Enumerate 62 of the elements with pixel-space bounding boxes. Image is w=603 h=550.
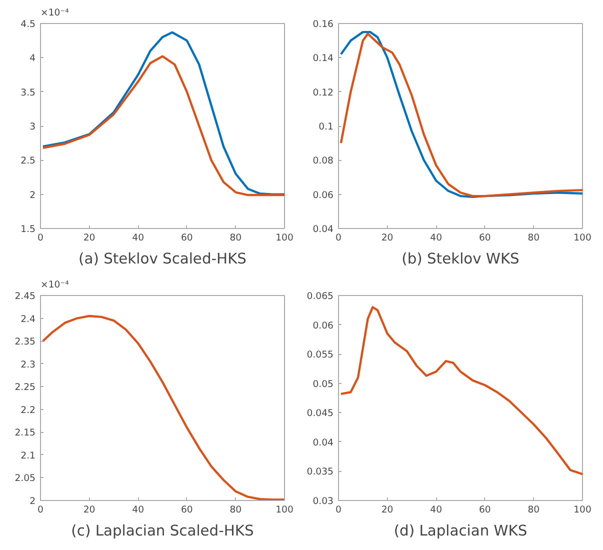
y-tick-label: 0.04 (312, 437, 334, 448)
x-tick-label: 0 (38, 504, 44, 516)
x-tick-label: 80 (230, 504, 242, 516)
x-tick-label: 20 (83, 232, 96, 244)
x-tick-label: 60 (180, 232, 193, 244)
text: (b) Steklov WKS (402, 250, 520, 268)
y-tick-label: 0.035 (306, 466, 334, 478)
x-tick-label: 100 (574, 232, 592, 244)
x-tick-label: 0 (336, 232, 342, 244)
text: (c) Laplacian Scaled-HKS (71, 522, 254, 540)
y-tick-label: 2.05 (14, 473, 36, 484)
x-tick-label: 40 (430, 504, 442, 516)
y-tick-label: 2.2 (20, 404, 36, 416)
y-tick-label: 2.15 (14, 428, 36, 439)
x-tick-label: 20 (381, 232, 394, 244)
x-tick-label: 0 (38, 232, 44, 244)
y-tick-label: 0.055 (306, 350, 334, 361)
y-tick-label: 4.5 (20, 19, 36, 30)
x-tick-label: 60 (478, 232, 491, 244)
y-tick-label: 0.08 (312, 156, 334, 167)
x-tick-label: 40 (430, 232, 442, 244)
text: ×10⁻⁴ (40, 8, 70, 18)
y-tick-label: 0.1 (318, 122, 334, 132)
y-tick-label: 2.1 (20, 450, 36, 462)
x-tick-label: 0 (336, 504, 342, 516)
x-tick-label: 20 (83, 504, 96, 516)
y-tick-label: 0.045 (306, 408, 334, 420)
x-tick-label: 60 (180, 504, 193, 516)
y-tick-label: 3 (30, 122, 36, 132)
x-tick-label: 100 (276, 504, 294, 516)
text: (d) Laplacian WKS (394, 522, 528, 540)
y-tick-label: 2 (30, 496, 36, 507)
y-tick-label: 0.06 (312, 320, 334, 332)
x-tick-label: 20 (381, 504, 394, 516)
y-tick-label: 0.16 (312, 19, 334, 30)
y-tick-label: 2.5 (20, 156, 36, 167)
y-tick-label: 0.14 (312, 53, 334, 64)
y-tick-label: 2.3 (20, 359, 36, 370)
y-tick-label: 3.5 (20, 87, 36, 98)
y-tick-label: 2 (30, 190, 36, 201)
x-tick-label: 80 (528, 232, 540, 244)
y-tick-label: 2.45 (14, 291, 36, 302)
y-tick-label: 0.065 (306, 291, 334, 302)
y-tick-label: 1.5 (20, 224, 36, 235)
y-tick-label: 2.25 (14, 382, 36, 394)
y-tick-label: 0.12 (312, 87, 334, 98)
x-tick-label: 40 (132, 504, 144, 516)
text: ×10⁻⁴ (40, 280, 70, 290)
y-tick-label: 0.06 (312, 190, 334, 201)
y-tick-label: 4 (30, 53, 36, 64)
y-tick-label: 0.03 (312, 496, 334, 507)
y-tick-label: 0.04 (312, 224, 334, 235)
x-tick-label: 60 (478, 504, 491, 516)
x-tick-label: 80 (230, 232, 242, 244)
x-tick-label: 40 (132, 232, 144, 244)
x-tick-label: 100 (276, 232, 294, 244)
x-tick-label: 100 (574, 504, 592, 516)
text: (a) Steklov Scaled-HKS (78, 250, 246, 268)
y-tick-label: 2.4 (20, 314, 36, 325)
y-tick-label: 2.35 (14, 336, 36, 348)
x-tick-label: 80 (528, 504, 540, 516)
y-tick-label: 0.05 (312, 378, 334, 390)
